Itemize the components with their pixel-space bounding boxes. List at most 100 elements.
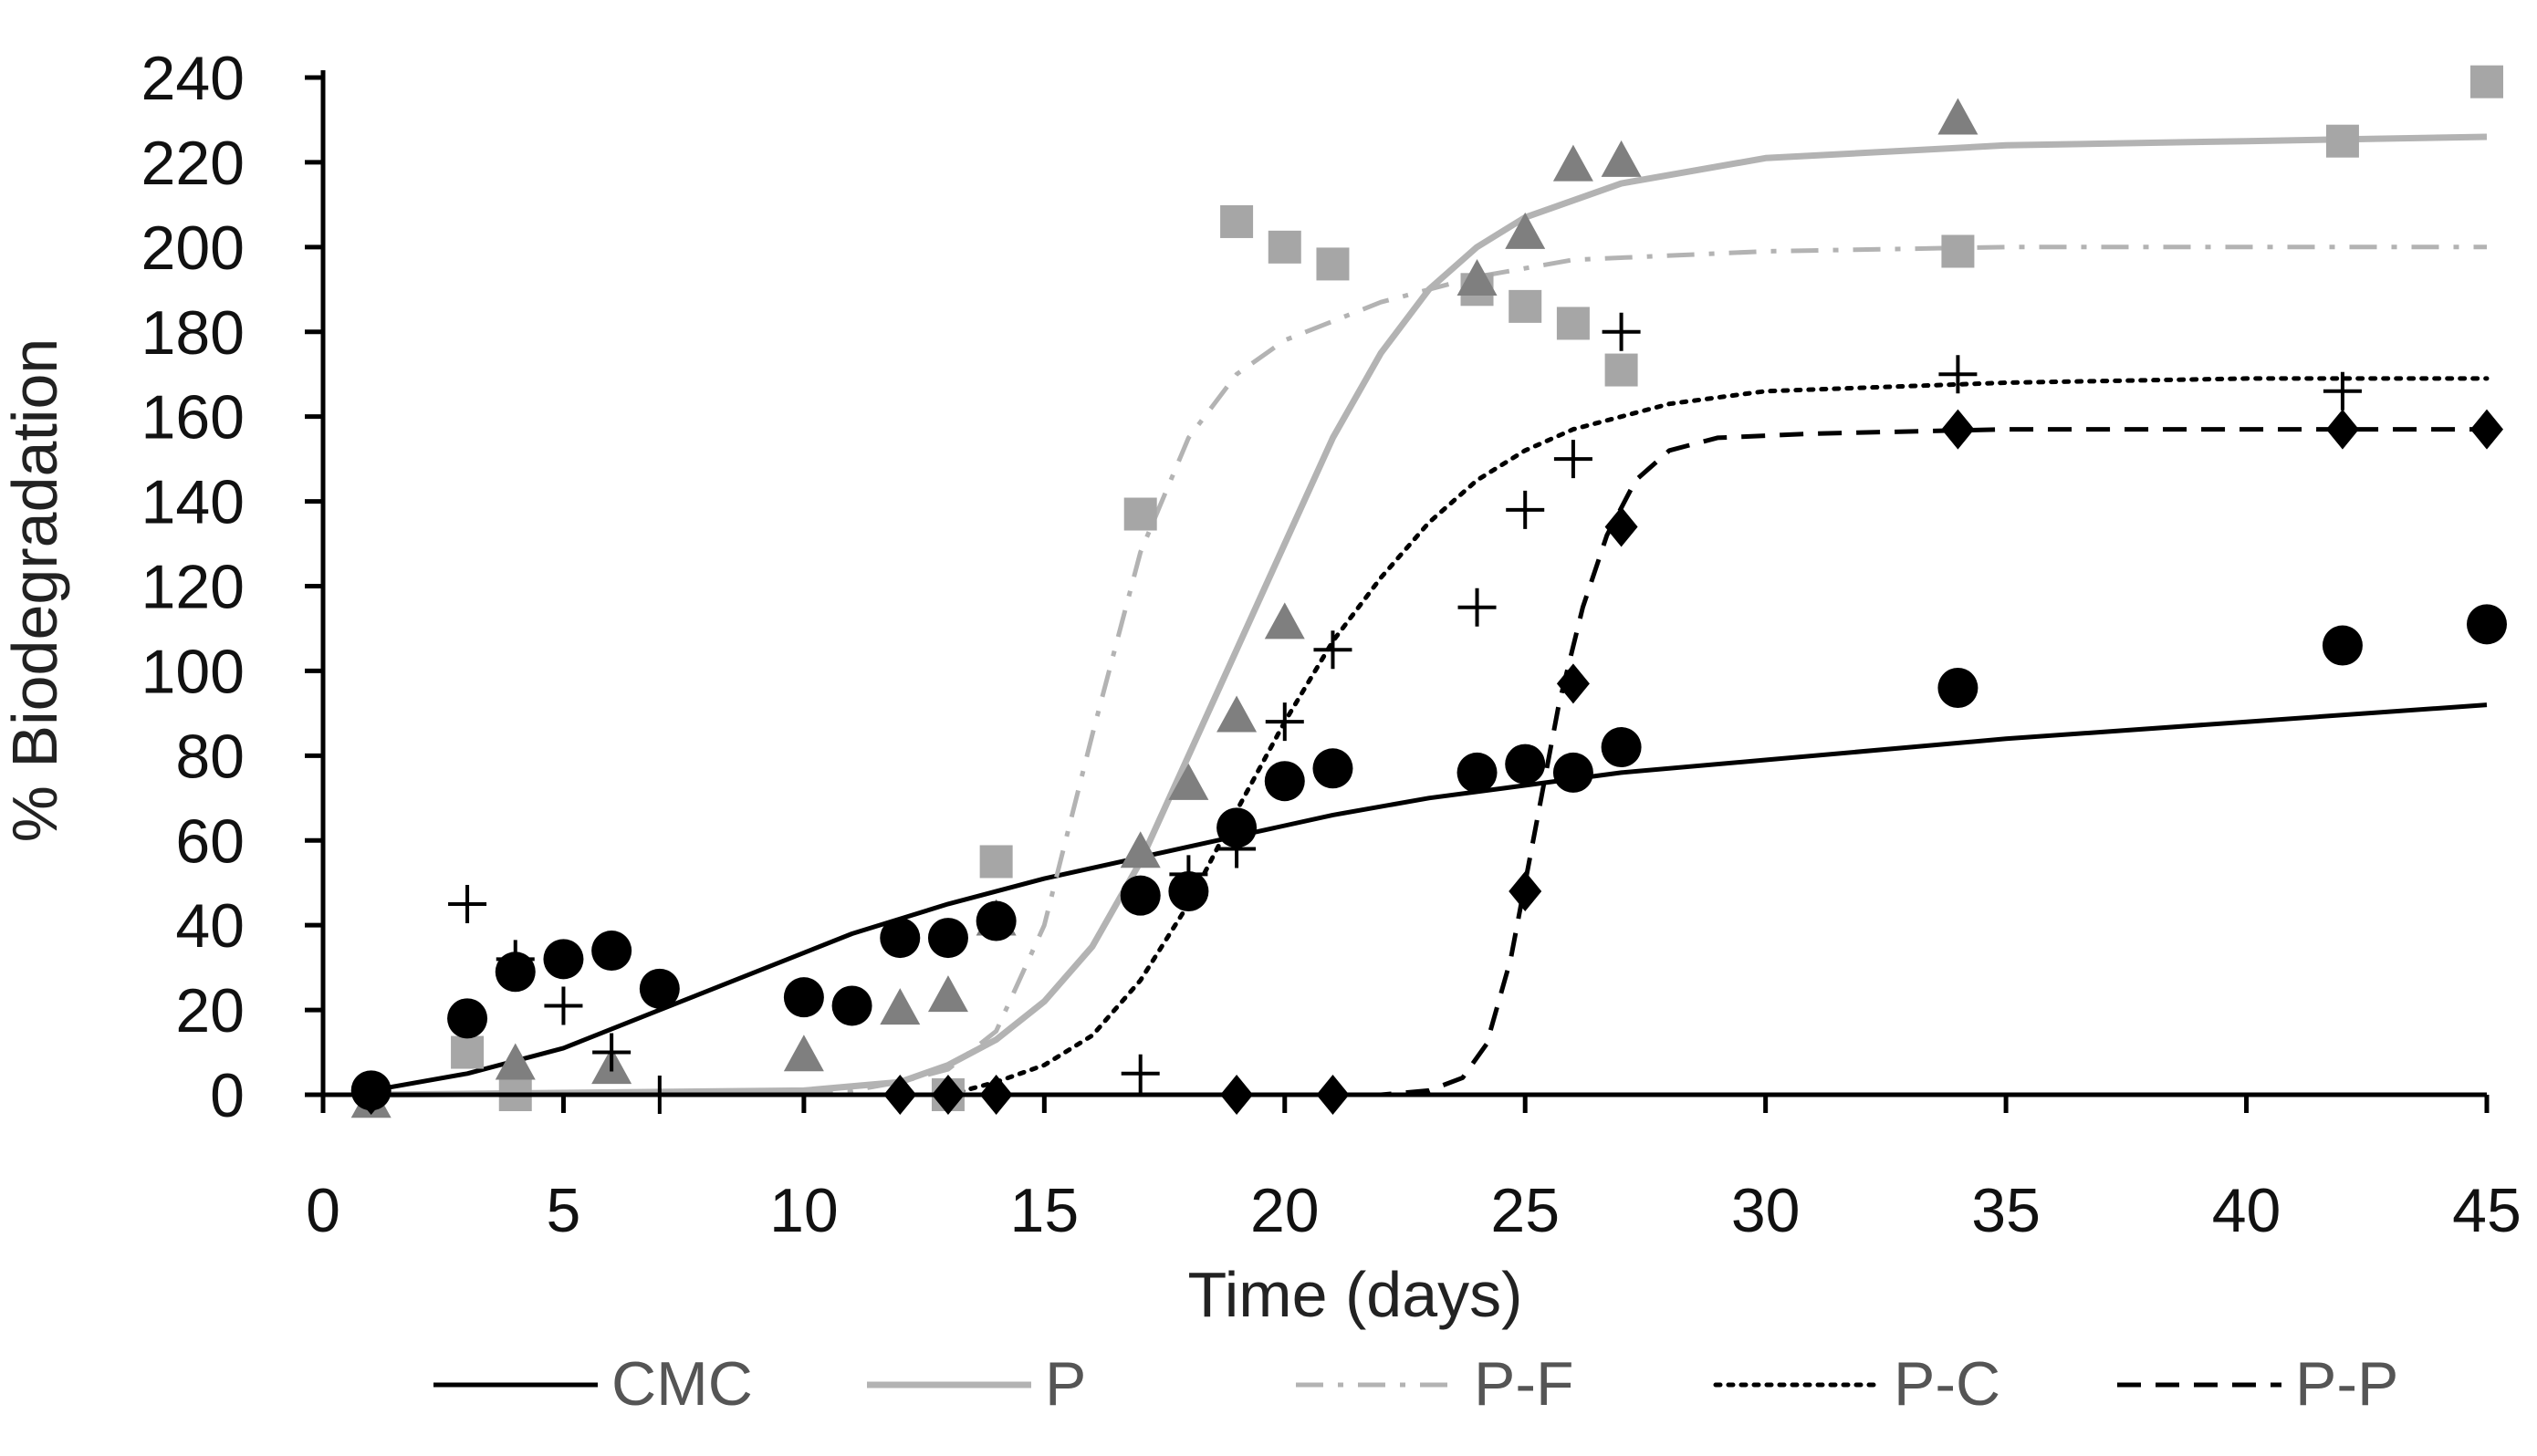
data-point-p-f [1316, 247, 1350, 281]
data-point-cmc [1456, 752, 1498, 793]
data-point-p-c [448, 884, 487, 923]
data-point-p-f [979, 845, 1013, 879]
data-point-cmc [1505, 744, 1546, 785]
x-axis-title: Time (days) [1188, 1259, 1523, 1330]
y-tick-label: 200 [141, 213, 245, 283]
data-point-p [1264, 602, 1305, 640]
y-tick-label: 100 [141, 637, 245, 706]
data-point-cmc [447, 998, 488, 1039]
data-point-p-c [1217, 829, 1257, 868]
legend-label-p-c: P-C [1894, 1349, 2000, 1419]
legend-label-p: P [1045, 1349, 1086, 1419]
x-tick-label: 40 [2212, 1176, 2281, 1245]
fitted-curves [369, 133, 2490, 1098]
data-point-p [1456, 259, 1498, 296]
data-point-p-c [2323, 371, 2362, 411]
x-tick-label: 10 [769, 1176, 839, 1245]
data-point-p-f [2325, 124, 2359, 158]
data-point-p-c [1553, 440, 1592, 479]
data-point-p [927, 975, 968, 1013]
fit-line-p-c [369, 376, 2490, 1097]
data-point-cmc [2467, 604, 2507, 645]
x-tick-label: 5 [547, 1176, 581, 1245]
data-point-p-c [1938, 355, 1978, 394]
data-point-p [495, 1043, 536, 1080]
y-tick-label: 140 [141, 468, 245, 537]
y-tick-label: 160 [141, 383, 245, 452]
legend-label-p-f: P-F [1474, 1349, 1574, 1419]
data-point-p [1552, 144, 1593, 182]
data-point-p-c [1506, 490, 1545, 529]
data-point-cmc [831, 985, 872, 1026]
fit-line-p-f [371, 244, 2487, 1097]
data-point-p-f [1123, 497, 1157, 531]
data-point-p [880, 988, 921, 1025]
data-point-p-f [1220, 204, 1254, 238]
data-point-p-f [1604, 353, 1638, 387]
data-point-p-p [1509, 871, 1542, 911]
data-point-cmc [591, 931, 632, 972]
data-point-cmc [1937, 668, 1978, 708]
data-point-p [1505, 212, 1546, 249]
data-point-p-f [1268, 230, 1301, 264]
legend: CMC P P-F P-C P-P [433, 1349, 2398, 1419]
data-point-cmc [543, 939, 584, 980]
data-point-cmc [1312, 748, 1353, 789]
data-point-p-p [1941, 409, 1975, 450]
data-point-p [1168, 763, 1209, 800]
data-point-p-c [1457, 588, 1497, 627]
data-point-p-p [2325, 409, 2359, 450]
data-point-cmc [1216, 807, 1258, 848]
legend-label-cmc: CMC [611, 1349, 753, 1419]
y-tick-label: 0 [210, 1061, 245, 1130]
data-point-p-c [1169, 855, 1208, 894]
x-tick-label: 0 [306, 1176, 340, 1245]
data-point-p-f [451, 1035, 485, 1069]
data-points [350, 65, 2507, 1118]
x-tick-label: 35 [1971, 1176, 2041, 1245]
y-tick-label: 220 [141, 129, 245, 198]
data-point-cmc [1264, 761, 1305, 802]
data-point-p-c [1265, 702, 1304, 742]
y-tick-label: 60 [175, 806, 245, 876]
data-point-p-c [1313, 630, 1352, 670]
data-point-cmc [976, 900, 1017, 941]
x-tick-label: 30 [1731, 1176, 1801, 1245]
x-tick-label: 45 [2452, 1176, 2521, 1245]
y-tick-label: 120 [141, 553, 245, 622]
y-tick-label: 80 [175, 722, 245, 791]
data-point-p [783, 1035, 824, 1072]
y-tick-label: 180 [141, 298, 245, 368]
data-point-p-f [1509, 289, 1542, 323]
data-point-cmc [880, 918, 921, 959]
y-tick-label: 40 [175, 891, 245, 961]
data-point-p-c [1602, 312, 1641, 351]
y-tick-label: 240 [141, 44, 245, 113]
data-point-p [1120, 831, 1161, 868]
data-point-p-c [592, 1033, 632, 1072]
y-tick-label: 20 [175, 976, 245, 1045]
data-point-p-f [1941, 234, 1975, 268]
data-point-p [1601, 140, 1642, 177]
data-point-p-p [1556, 663, 1590, 704]
data-point-cmc [927, 918, 968, 959]
data-point-p-p [2470, 409, 2503, 450]
axes: 0 20 40 60 80 100 120 140 160 180 200 220 240 0 5 10 15 2… [141, 44, 2521, 1245]
data-point-p-p [1604, 506, 1638, 547]
legend-label-p-p: P-P [2295, 1349, 2398, 1419]
data-point-cmc [1120, 875, 1161, 916]
fit-line-cmc [371, 702, 2488, 1093]
data-point-p-c [496, 940, 535, 979]
data-point-p [1216, 695, 1258, 733]
fit-line-p [371, 133, 2488, 1098]
data-point-cmc [2322, 625, 2363, 666]
y-axis-title: % Biodegradation [0, 338, 70, 843]
x-tick-label: 20 [1250, 1176, 1320, 1245]
x-tick-label: 25 [1490, 1176, 1560, 1245]
data-point-cmc [1601, 727, 1642, 768]
data-point-cmc [639, 968, 680, 1009]
data-point-cmc [783, 977, 824, 1018]
fit-line-p-p [371, 427, 2487, 1097]
data-point-p [1937, 98, 1978, 135]
